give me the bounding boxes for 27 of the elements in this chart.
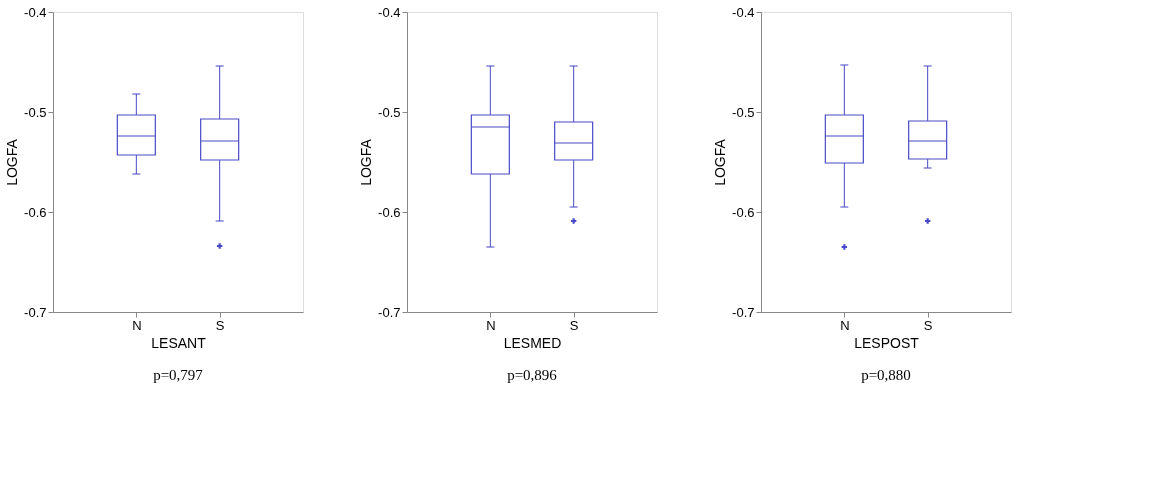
y-axis-title: LOGFA [4,138,21,186]
y-tick-label: -0.6 [732,204,755,220]
text: p=0,896 [507,367,558,383]
x-tick-label: S [923,317,933,333]
y-tick-label: -0.4 [24,4,47,20]
y-tick-label: -0.6 [24,204,47,220]
x-tick-label: S [569,317,579,333]
x-axis-title: LESMED [503,334,562,351]
y-tick-label: -0.7 [732,304,755,320]
x-tick-label: N [486,317,496,333]
x-axis-title: LESANT [151,334,207,351]
y-axis-title: LOGFA [358,138,375,186]
text: p=0,880 [861,367,911,383]
y-tick-label: -0.7 [378,304,401,320]
y-tick-label: -0.5 [24,104,47,120]
y-tick-label: -0.4 [732,4,755,20]
text: p=0,797 [153,367,204,383]
y-tick-label: -0.4 [378,4,401,20]
y-tick-label: -0.7 [24,304,47,320]
y-tick-label: -0.6 [378,204,401,220]
x-tick-label: N [132,317,142,333]
y-axis-title: LOGFA [712,138,729,186]
x-axis-title: LESPOST [854,334,920,351]
y-tick-label: -0.5 [378,104,401,120]
x-tick-label: S [215,317,225,333]
y-tick-label: -0.5 [732,104,755,120]
x-tick-label: N [840,317,850,333]
